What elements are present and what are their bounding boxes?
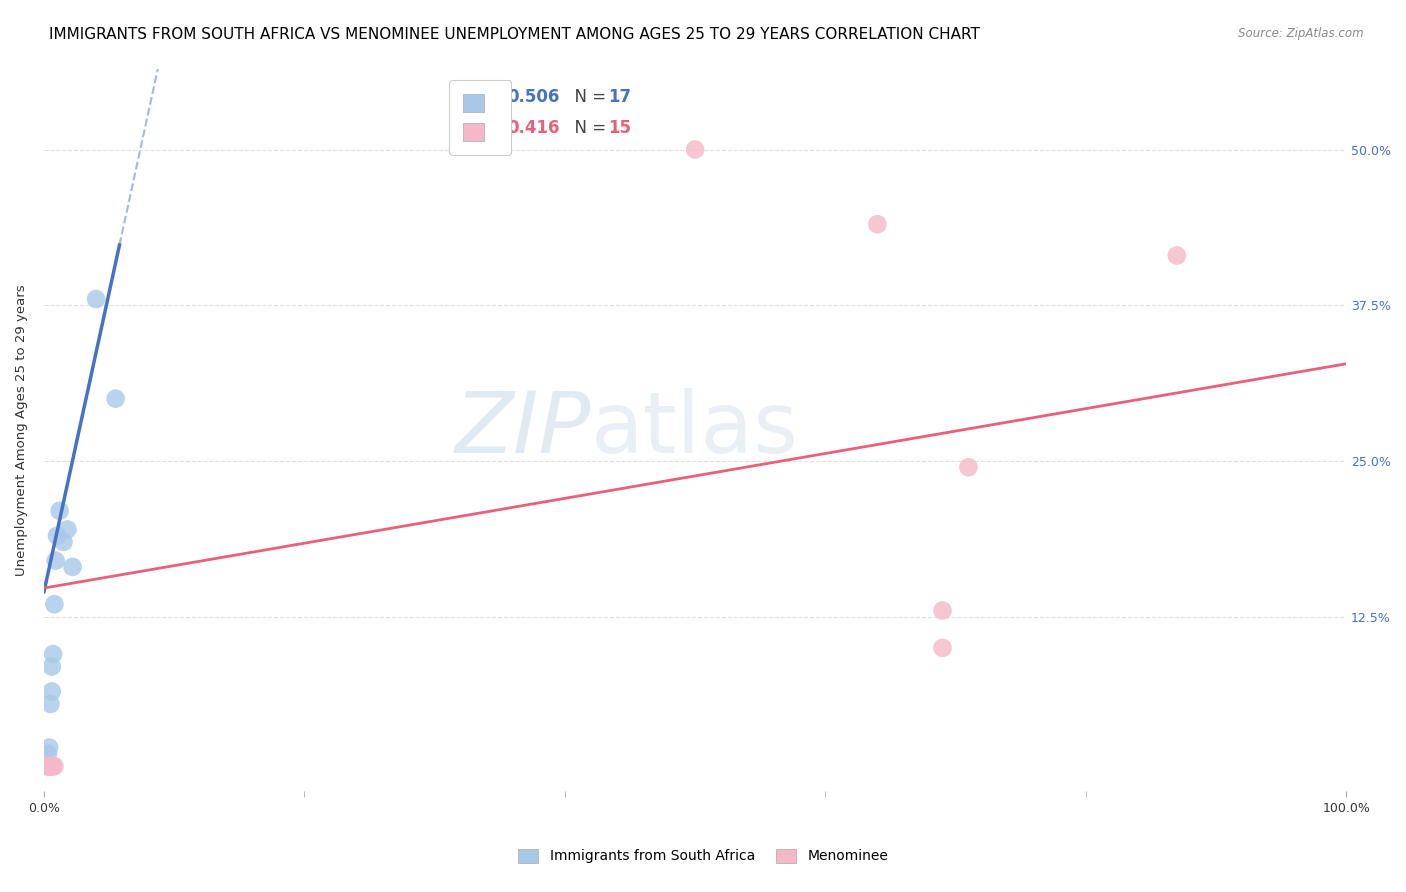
Point [48, 504, 70, 518]
Text: R =: R = [464, 119, 501, 136]
Point [931, 603, 953, 617]
Point [38, 759, 60, 773]
Point [35, 759, 58, 773]
Point [931, 640, 953, 655]
Text: IMMIGRANTS FROM SOUTH AFRICA VS MENOMINEE UNEMPLOYMENT AMONG AGES 25 TO 29 YEARS: IMMIGRANTS FROM SOUTH AFRICA VS MENOMINE… [49, 27, 980, 42]
Text: N =: N = [564, 119, 612, 136]
Point [104, 392, 127, 406]
Point [62, 560, 84, 574]
Point [44, 597, 66, 611]
Point [84, 292, 107, 306]
Point [42, 759, 65, 773]
Point [38, 759, 60, 773]
Point [52, 535, 75, 549]
Legend: , : , [450, 80, 512, 155]
Y-axis label: Unemployment Among Ages 25 to 29 years: Unemployment Among Ages 25 to 29 years [15, 284, 28, 575]
Point [42, 647, 65, 661]
Point [37, 759, 59, 773]
Text: 0.416: 0.416 [508, 119, 560, 136]
Text: N =: N = [564, 88, 612, 106]
Text: R =: R = [464, 88, 501, 106]
Point [866, 217, 889, 231]
Point [957, 460, 980, 475]
Text: 17: 17 [607, 88, 631, 106]
Point [37, 759, 59, 773]
Text: Source: ZipAtlas.com: Source: ZipAtlas.com [1239, 27, 1364, 40]
Text: 15: 15 [607, 119, 631, 136]
Point [41, 759, 63, 773]
Point [45, 554, 67, 568]
Point [1166, 248, 1188, 262]
Legend: Immigrants from South Africa, Menominee: Immigrants from South Africa, Menominee [512, 843, 894, 869]
Point [38, 740, 60, 755]
Point [37, 747, 59, 761]
Point [683, 143, 706, 157]
Point [38, 759, 60, 773]
Text: 0.506: 0.506 [508, 88, 560, 106]
Point [41, 659, 63, 673]
Point [41, 759, 63, 773]
Point [44, 759, 66, 773]
Text: atlas: atlas [591, 388, 799, 471]
Point [39, 759, 62, 773]
Point [39, 697, 62, 711]
Point [41, 684, 63, 698]
Text: ZIP: ZIP [454, 388, 591, 471]
Point [56, 523, 79, 537]
Point [46, 529, 69, 543]
